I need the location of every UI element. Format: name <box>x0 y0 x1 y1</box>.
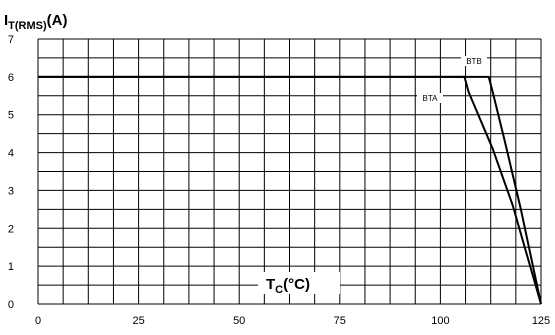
series-lines <box>38 75 542 305</box>
y-tick-label: 0 <box>8 299 14 311</box>
x-tick-label: 0 <box>35 315 41 327</box>
series-label-background <box>461 56 487 66</box>
series-labels: BTB BTA <box>417 56 487 103</box>
x-tick-label: 50 <box>233 315 245 327</box>
series-label-background <box>417 93 443 103</box>
x-axis-title-background <box>258 272 340 294</box>
series-label-bta: BTA <box>423 94 439 103</box>
series-label-btb: BTB <box>466 57 482 66</box>
x-tick-label: 125 <box>532 315 550 327</box>
y-tick-label: 6 <box>8 72 14 84</box>
y-tick-label: 4 <box>8 148 14 160</box>
x-tick-label: 25 <box>132 315 144 327</box>
y-axis-title: IT(RMS)(A) <box>4 12 68 32</box>
tick-labels: 0 25 50 75 100 125 0 1 2 3 4 5 6 7 <box>8 34 550 327</box>
y-tick-label: 3 <box>8 185 14 197</box>
y-tick-label: 1 <box>8 261 14 273</box>
series-line-bta <box>38 75 542 305</box>
grid <box>37 38 542 305</box>
x-axis-title: TC(°C) <box>266 276 310 296</box>
y-tick-label: 7 <box>8 34 14 46</box>
y-tick-label: 5 <box>8 110 14 122</box>
x-tick-label: 100 <box>431 315 449 327</box>
y-tick-label: 2 <box>8 223 14 235</box>
x-tick-label: 75 <box>334 315 346 327</box>
